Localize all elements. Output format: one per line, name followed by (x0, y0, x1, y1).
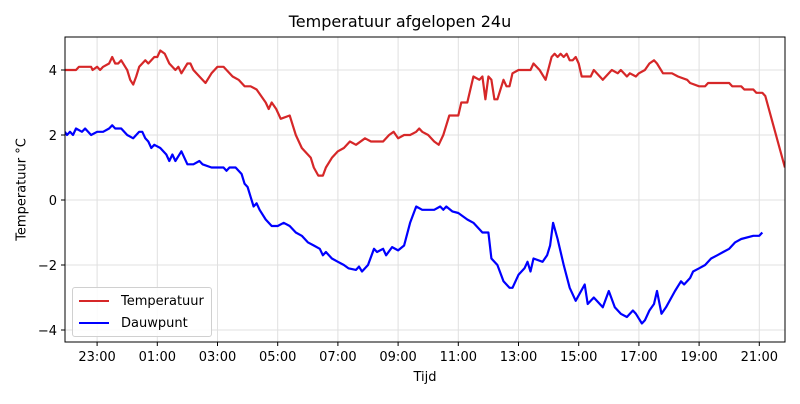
y-tick-label: 0 (49, 194, 57, 209)
x-axis-label: Tijd (413, 370, 437, 385)
x-tick-label: 19:00 (680, 350, 717, 365)
y-tick-label: 4 (49, 64, 57, 79)
x-tick-label: 01:00 (139, 350, 176, 365)
x-tick-label: 03:00 (199, 350, 236, 365)
chart-title: Temperatuur afgelopen 24u (288, 12, 512, 31)
legend-item-temperatuur: Temperatuur (79, 292, 204, 310)
legend-swatch-dauwpunt (79, 322, 109, 324)
axes-frame (64, 36, 786, 343)
legend: Temperatuur Dauwpunt (72, 287, 212, 337)
x-tick-label: 17:00 (620, 350, 657, 365)
legend-label-temperatuur: Temperatuur (121, 293, 204, 309)
y-tick-label: −2 (38, 259, 57, 274)
x-tick-label: 21:00 (741, 350, 778, 365)
series-line-temperatuur (65, 49, 785, 177)
x-tick-label: 13:00 (500, 350, 537, 365)
x-tick-label: 09:00 (379, 350, 416, 365)
x-tick-label: 05:00 (259, 350, 296, 365)
y-tick-label: −4 (38, 324, 57, 339)
legend-swatch-temperatuur (79, 300, 109, 302)
x-tick-label: 15:00 (560, 350, 597, 365)
x-tick-label: 07:00 (319, 350, 356, 365)
legend-item-dauwpunt: Dauwpunt (79, 314, 188, 332)
x-tick-label: 23:00 (78, 350, 115, 365)
x-tick-label: 11:00 (440, 350, 477, 365)
y-tick-label: 2 (49, 129, 57, 144)
series-line-dauwpunt (65, 124, 764, 325)
y-axis-label: Temperatuur °C (14, 138, 30, 241)
legend-label-dauwpunt: Dauwpunt (121, 315, 188, 331)
